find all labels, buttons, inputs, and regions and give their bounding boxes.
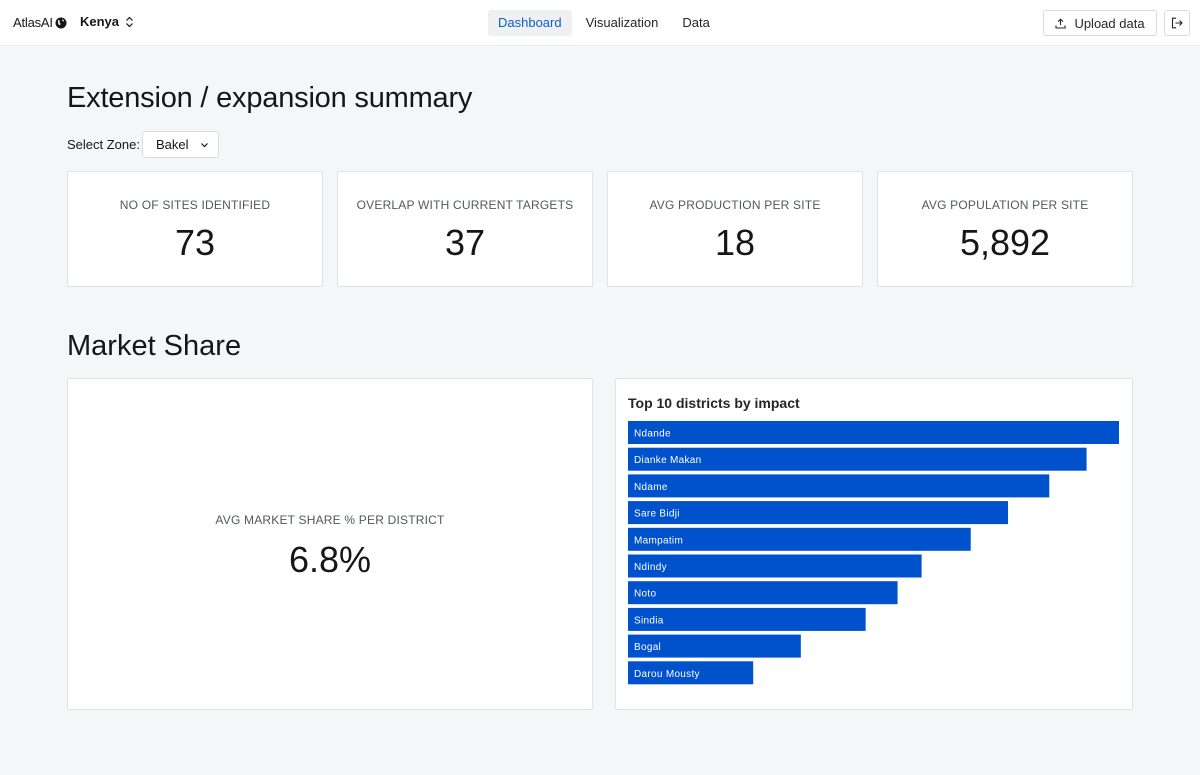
bar-ndame[interactable] [628, 474, 1050, 498]
stat-value: 18 [714, 222, 756, 263]
bar-darou-mousty[interactable] [628, 661, 754, 685]
stat-value: 37 [444, 222, 486, 263]
stat-label: OVERLAP WITH CURRENT TARGETS [356, 198, 574, 212]
country-label: Kenya [80, 14, 120, 29]
stat-card-sites: NO OF SITES IDENTIFIED 73 [67, 171, 323, 287]
stat-label: AVG PRODUCTION PER SITE [649, 198, 821, 212]
bar-label: Ndande [634, 429, 671, 440]
bar-noto[interactable] [628, 581, 898, 605]
bar-label: Darou Mousty [634, 669, 700, 680]
country-selector[interactable]: Kenya [80, 14, 134, 29]
main-tabs: Dashboard Visualization Data [488, 10, 720, 36]
bar-label: Ndindy [634, 562, 667, 573]
chart-title: Top 10 districts by impact [628, 395, 800, 411]
tab-visualization[interactable]: Visualization [585, 15, 659, 30]
bar-label: Sindia [634, 615, 664, 626]
market-share-label: AVG MARKET SHARE % PER DISTRICT [215, 513, 445, 527]
stat-card-overlap: OVERLAP WITH CURRENT TARGETS 37 [337, 171, 593, 287]
logout-icon [1171, 17, 1183, 29]
bar-ndindy[interactable] [628, 554, 922, 578]
bar-ndande[interactable] [628, 421, 1119, 444]
top-districts-bar-chart: Ndande Dianke Makan Ndame Sare Bidji Mampati… [628, 421, 1119, 685]
bar-label: Dianke Makan [634, 455, 702, 466]
market-share-title: Market Share [67, 330, 242, 362]
bar-label: Sare Bidji [634, 509, 680, 520]
chevron-down-icon [200, 142, 208, 147]
bar-bogal[interactable] [628, 634, 801, 658]
bar-label: Ndame [634, 482, 668, 493]
bar-sare-bidji[interactable] [628, 501, 1009, 525]
top-districts-chart-card: Top 10 districts by impact Ndande Dianke … [615, 378, 1133, 710]
stat-value: 5,892 [959, 222, 1051, 263]
bar-label: Bogal [634, 642, 661, 653]
zone-select[interactable]: Bakel [142, 131, 219, 158]
stat-label: AVG POPULATION PER SITE [921, 198, 1089, 212]
upload-data-button[interactable]: Upload data [1043, 10, 1157, 36]
globe-icon [55, 17, 67, 28]
stat-card-population: AVG POPULATION PER SITE 5,892 [877, 171, 1133, 287]
stat-card-production: AVG PRODUCTION PER SITE 18 [607, 171, 863, 287]
market-share-card: AVG MARKET SHARE % PER DISTRICT 6.8% [67, 378, 593, 710]
zone-label: Select Zone: [67, 137, 140, 152]
brand-name: AtlasAI [13, 15, 53, 30]
upload-icon [1055, 17, 1066, 29]
bar-sindia[interactable] [628, 607, 866, 631]
top-nav-bar: AtlasAI Kenya Dashboard Visualization Da… [0, 0, 1200, 46]
bar-label: Mampatim [634, 535, 683, 546]
upload-data-label: Upload data [1074, 15, 1145, 31]
market-share-value: 6.8% [288, 539, 372, 580]
zone-value: Bakel [156, 137, 189, 152]
summary-title: Extension / expansion summary [67, 82, 473, 114]
bar-dianke-makan[interactable] [628, 447, 1087, 471]
logout-button[interactable] [1164, 10, 1190, 36]
bar-label: Noto [634, 589, 656, 600]
stat-value: 73 [174, 222, 216, 263]
brand-logo[interactable]: AtlasAI [13, 15, 67, 30]
tab-dashboard[interactable]: Dashboard [488, 10, 572, 36]
stat-label: NO OF SITES IDENTIFIED [119, 198, 271, 212]
chevron-updown-icon [126, 16, 133, 27]
bar-mampatim[interactable] [628, 527, 971, 551]
tab-data[interactable]: Data [682, 15, 710, 30]
